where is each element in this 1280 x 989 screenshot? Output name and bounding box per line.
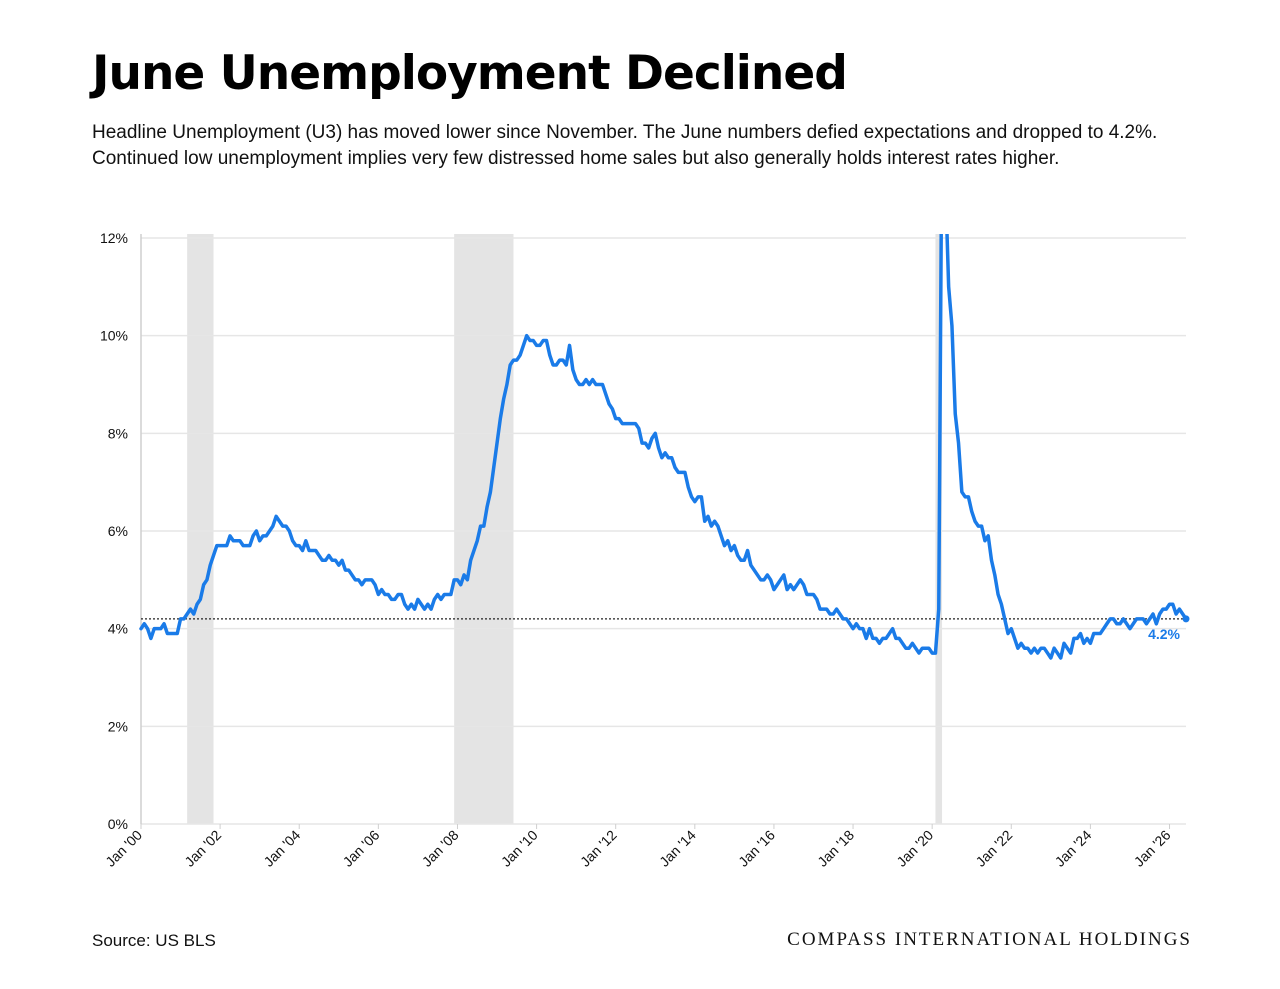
x-tick-label: Jan '04 [260,827,303,870]
recession-band-0 [187,234,214,824]
y-tick-label: 0% [108,816,128,832]
y-tick-label: 10% [100,328,128,344]
y-tick-label: 12% [100,230,128,246]
x-tick-label: Jan '14 [656,827,699,870]
x-tick-label: Jan '12 [577,827,620,870]
gridlines [140,234,1186,825]
last-value-group: 4.2% [1148,626,1180,642]
recession-bands [187,234,943,824]
y-tick-label: 8% [108,425,128,441]
x-tick-label: Jan '24 [1052,827,1095,870]
y-tick-label: 2% [108,718,128,734]
x-tick-label: Jan '08 [419,827,462,870]
x-tick-label: Jan '22 [972,827,1015,870]
y-tick-label: 6% [108,523,128,539]
y-tick-labels: 0% 2% 4% 6% 8% 10% 12% [100,230,128,832]
unemployment-chart: 0%2%4%6%8%10%12% Jan '00 Jan '02 Jan '04 Ja… [100,230,1190,870]
x-tick-label: Jan '18 [814,827,857,870]
source-note: Source: US BLS [92,931,216,950]
x-tick-label: Jan '26 [1131,827,1174,870]
chart-title: June Unemployment Declined [92,46,848,101]
x-tick-label: Jan '02 [181,827,224,870]
x-tick-label: Jan '06 [340,827,383,870]
x-tick-labels: Jan '00 Jan '02 Jan '04 Jan '06 Jan '08 Jan '… [102,824,1174,870]
series-group [139,234,1190,660]
last-point-marker [1182,615,1190,623]
x-tick-label: Jan '16 [735,827,778,870]
brand-logo-text: COMPASS INTERNATIONAL HOLDINGS [787,929,1192,950]
recession-band-1 [454,234,514,824]
x-tick-label: Jan '20 [893,827,936,870]
x-tick-label: Jan '00 [102,827,145,870]
series-line-0 [139,234,1188,660]
chart-subtitle: Headline Unemployment (U3) has moved low… [92,122,1158,169]
x-tick-label: Jan '10 [498,827,541,870]
y-tick-label: 4% [108,621,128,637]
last-value-label: 4.2% [1148,626,1180,642]
